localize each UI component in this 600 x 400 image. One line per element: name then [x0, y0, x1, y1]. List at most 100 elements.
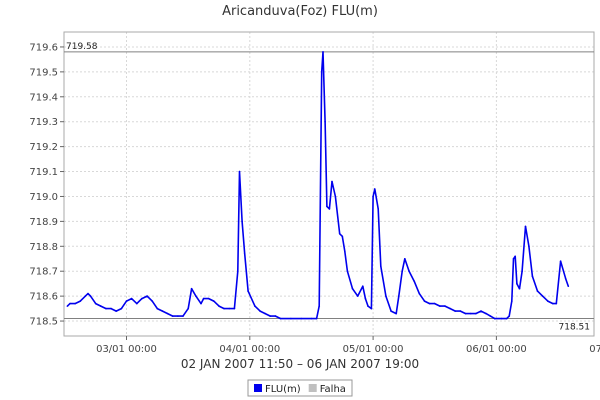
- data-point: [151, 300, 153, 302]
- data-point: [380, 265, 382, 268]
- data-point: [218, 305, 220, 307]
- data-point: [89, 295, 92, 297]
- data-point: [377, 208, 380, 210]
- x-tick-label: 07/01 00:00: [589, 344, 600, 355]
- y-tick-label: 718.5: [29, 317, 58, 328]
- plot-area: [63, 31, 595, 337]
- data-point: [66, 305, 69, 307]
- data-point: [514, 255, 516, 258]
- data-point: [182, 315, 184, 317]
- data-point: [536, 290, 539, 292]
- data-point: [493, 317, 496, 320]
- data-point: [433, 302, 436, 305]
- data-point: [326, 205, 328, 208]
- data-point: [564, 277, 567, 280]
- data-point: [449, 307, 452, 310]
- data-point: [120, 307, 123, 310]
- data-point: [187, 307, 189, 310]
- data-point: [300, 317, 303, 320]
- data-point: [524, 225, 527, 228]
- data-point: [547, 300, 549, 302]
- data-point: [555, 302, 558, 305]
- y-tick-label: 718.9: [29, 217, 58, 228]
- data-point: [264, 312, 267, 315]
- data-point: [508, 315, 511, 317]
- data-point: [511, 300, 513, 302]
- grid: [64, 32, 594, 336]
- data-point: [390, 310, 392, 312]
- data-point: [269, 315, 272, 317]
- y-tick-label: 718.6: [29, 292, 58, 303]
- legend: FLU(m) Falha: [247, 379, 353, 397]
- data-point: [372, 195, 374, 198]
- data-point: [213, 300, 215, 302]
- data-point: [100, 305, 102, 307]
- y-tick-label: 719.6: [29, 42, 58, 53]
- data-point: [364, 297, 367, 300]
- data-point: [518, 287, 521, 290]
- data-point: [69, 302, 71, 305]
- data-point: [310, 317, 313, 320]
- data-point: [469, 312, 472, 315]
- data-point: [500, 317, 503, 320]
- x-axis-label: 02 JAN 2007 11:50 – 06 JAN 2007 19:00: [181, 357, 419, 371]
- data-point: [238, 170, 241, 173]
- data-point: [243, 253, 246, 255]
- data-point: [395, 312, 398, 315]
- data-point: [362, 285, 364, 288]
- y-tick-label: 719.3: [29, 117, 58, 128]
- y-tick-label: 718.8: [29, 242, 58, 253]
- series-layer: [66, 51, 570, 320]
- data-point: [190, 287, 193, 290]
- y-axis: 718.5 718.6 718.7 718.8 718.9 719.0 719.1 719.2…: [29, 42, 64, 328]
- data-point: [241, 220, 243, 223]
- data-point: [559, 260, 562, 263]
- reference-line-label: 718.51: [559, 323, 591, 333]
- data-point: [464, 312, 467, 315]
- data-point: [161, 310, 164, 312]
- data-point: [274, 315, 277, 317]
- x-tick-label: 03/01 00:00: [96, 344, 157, 355]
- legend-swatch: [308, 384, 317, 392]
- data-point: [195, 295, 197, 297]
- data-point: [331, 180, 333, 183]
- data-point: [485, 312, 487, 315]
- reference-lines: 719.58 718.51: [64, 42, 594, 333]
- data-point: [290, 317, 292, 320]
- data-point: [259, 310, 261, 312]
- data-point: [279, 317, 282, 320]
- data-point: [346, 270, 349, 273]
- chart-title: Aricanduva(Foz) FLU(m): [222, 4, 378, 19]
- y-tick-label: 719.2: [29, 142, 58, 153]
- y-tick-label: 718.7: [29, 267, 58, 278]
- data-point: [413, 280, 416, 283]
- data-point: [401, 270, 404, 273]
- data-point: [318, 305, 321, 307]
- data-point: [146, 295, 148, 297]
- y-tick-label: 719.1: [29, 167, 58, 178]
- data-point: [136, 302, 138, 305]
- data-point: [202, 297, 205, 300]
- data-point: [398, 295, 400, 297]
- data-point: [567, 285, 570, 288]
- data-point: [408, 270, 410, 273]
- data-point: [84, 295, 87, 297]
- x-tick-label: 04/01 00:00: [219, 344, 280, 355]
- data-point: [459, 310, 462, 312]
- data-point: [385, 295, 387, 297]
- data-point: [344, 250, 346, 253]
- data-point: [528, 245, 530, 248]
- data-point: [356, 295, 359, 297]
- x-axis: 03/01 00:00 04/01 00:00 05/01 00:00 06/01 0…: [96, 336, 600, 355]
- data-point: [207, 297, 210, 300]
- y-tick-label: 719.4: [29, 92, 58, 103]
- data-point: [110, 307, 112, 310]
- data-point: [489, 315, 492, 317]
- data-point: [374, 188, 376, 190]
- data-point: [156, 307, 159, 310]
- data-point: [87, 292, 89, 295]
- data-point: [334, 195, 337, 198]
- data-point: [404, 258, 406, 260]
- data-point: [516, 282, 518, 285]
